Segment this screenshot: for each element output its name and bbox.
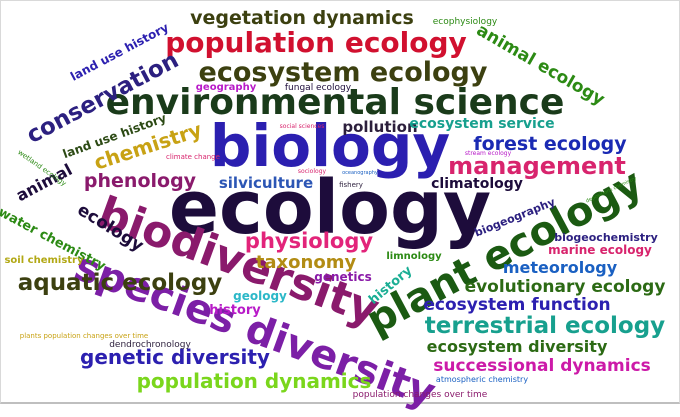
word-cloud-word: genetic diversity — [80, 345, 270, 369]
word-cloud-word: climate change — [166, 152, 220, 161]
word-cloud-word: biology — [209, 112, 451, 180]
word-cloud-word: geology — [233, 289, 287, 303]
word-cloud-word: fishery — [339, 180, 363, 189]
word-cloud-word: geography — [195, 82, 257, 93]
word-cloud-word: silviculture — [218, 173, 314, 192]
word-cloud-word: biogeochemistry — [554, 230, 658, 244]
word-cloud-word: fungal ecology — [284, 82, 352, 93]
word-cloud-word: history — [209, 302, 261, 318]
word-cloud-word: meteorology — [502, 258, 618, 277]
word-cloud-word: social sciences — [279, 123, 325, 130]
word-cloud-word: aquatic ecology — [17, 269, 223, 296]
word-cloud-word: ecosystem function — [423, 294, 611, 315]
word-cloud-word: ecology — [168, 165, 492, 251]
word-cloud-word: environmental science — [105, 82, 565, 123]
word-cloud-word: physiology — [244, 228, 374, 253]
word-cloud-word: sociology — [297, 168, 327, 175]
word-cloud-word: taxonomy — [255, 252, 357, 273]
word-cloud-word: terrestrial ecology — [424, 312, 666, 339]
word-cloud-word: phenology — [83, 169, 197, 192]
word-cloud-word: management — [448, 152, 626, 180]
word-cloud-word: population ecology — [165, 26, 467, 59]
word-cloud-word: ecosystem ecology — [198, 56, 488, 88]
word-cloud-word: climatology — [431, 176, 523, 192]
word-cloud-word: dendrochronology — [109, 339, 191, 350]
word-cloud-word: oceanography — [342, 169, 378, 176]
word-cloud-word: evolutionary ecology — [464, 276, 666, 297]
word-cloud-word: marine ecology — [548, 243, 652, 257]
word-cloud-word: ecosystem diversity — [426, 337, 608, 356]
word-cloud-word: plants population changes over time — [19, 331, 149, 340]
word-cloud-word: stream ecology — [464, 150, 512, 157]
word-cloud-word: ecophysiology — [432, 16, 498, 27]
word-cloud-word: successional dynamics — [433, 355, 651, 376]
word-cloud-word: forest ecology — [473, 132, 627, 155]
word-cloud-word: limnology — [386, 251, 442, 262]
word-cloud-word: population changes over time — [352, 389, 488, 400]
word-cloud: ecology biology biodiversity species div… — [0, 6, 666, 417]
word-cloud-word: ecosystem service — [409, 116, 555, 132]
word-cloud-word: genetics — [314, 270, 372, 284]
word-cloud-word: pollution — [342, 117, 418, 136]
word-cloud-word: vegetation dynamics — [190, 6, 414, 29]
word-cloud-word: soil chemistry — [4, 255, 84, 266]
word-cloud-word: atmospheric chemistry — [435, 375, 529, 384]
word-cloud-word: population dynamics — [136, 369, 372, 393]
